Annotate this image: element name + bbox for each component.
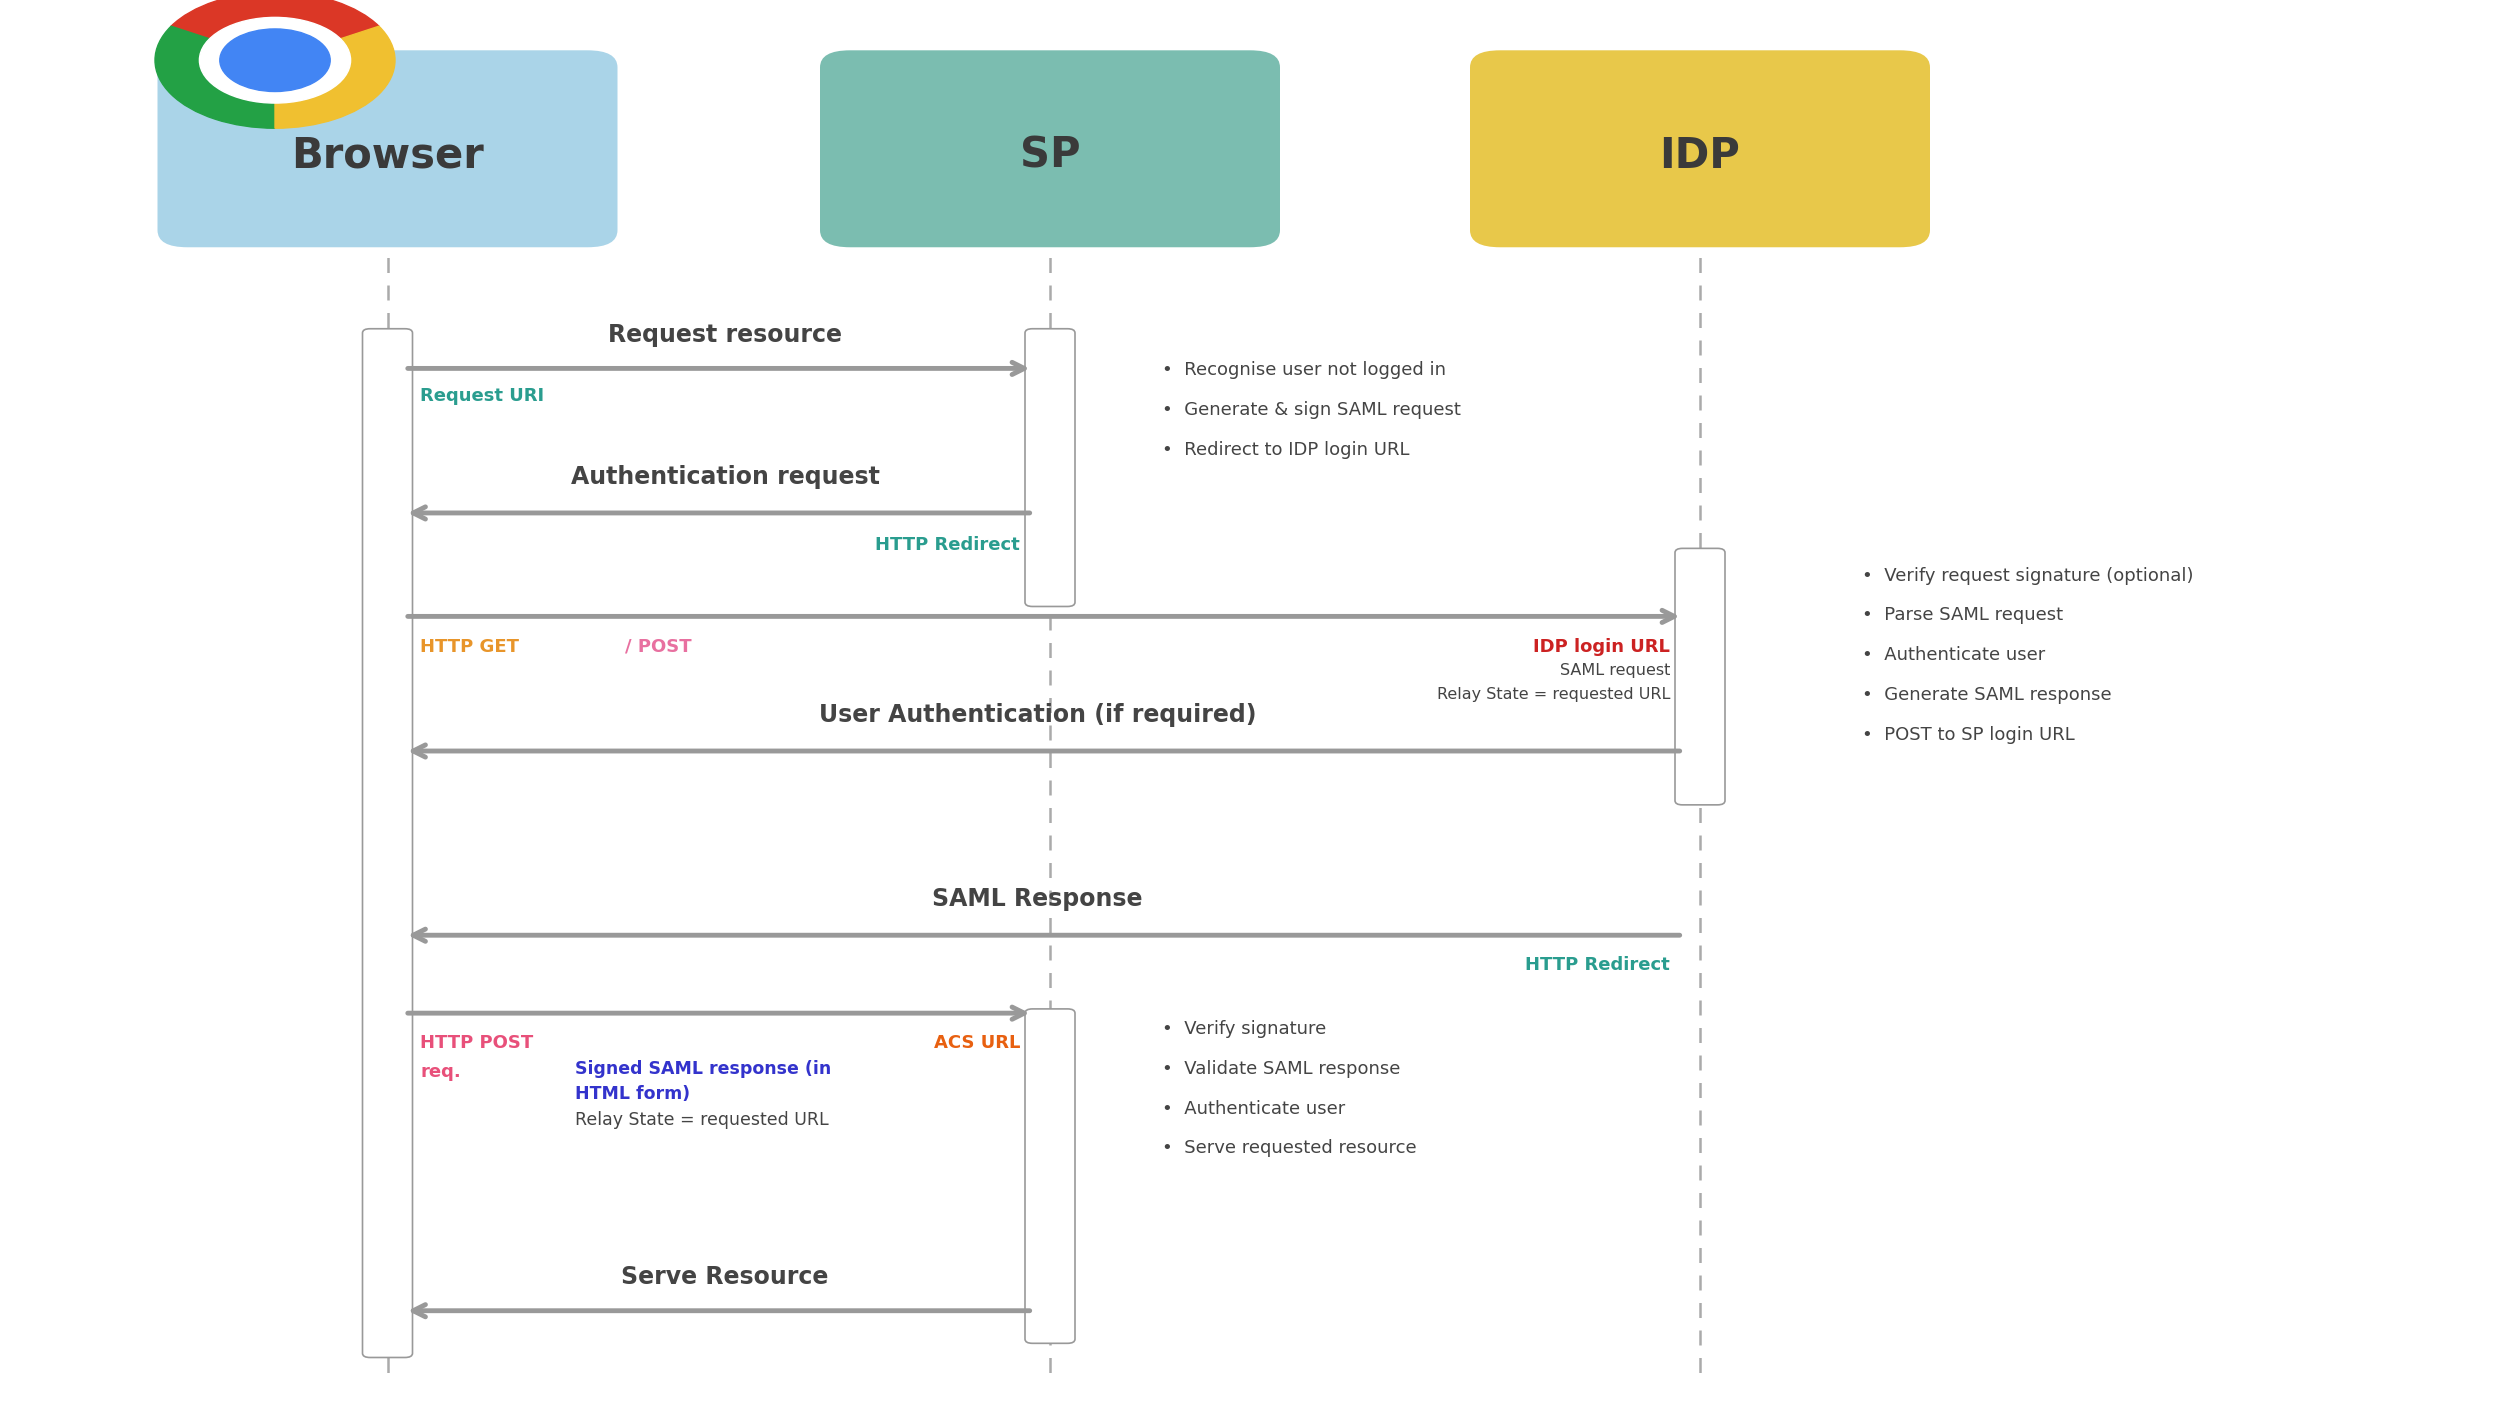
Text: / POST: / POST (625, 638, 692, 656)
Text: HTTP GET: HTTP GET (420, 638, 520, 656)
Text: Authentication request: Authentication request (570, 465, 880, 489)
Text: Relay State = requested URL: Relay State = requested URL (575, 1111, 828, 1129)
Wedge shape (275, 26, 395, 128)
FancyBboxPatch shape (1675, 548, 1725, 805)
Text: Browser: Browser (290, 135, 485, 177)
Text: •  Generate & sign SAML request: • Generate & sign SAML request (1162, 401, 1462, 419)
FancyBboxPatch shape (158, 50, 618, 247)
Text: Request URI: Request URI (420, 387, 545, 405)
FancyBboxPatch shape (1025, 1009, 1075, 1343)
FancyBboxPatch shape (1025, 329, 1075, 606)
FancyBboxPatch shape (1470, 50, 1930, 247)
Wedge shape (155, 26, 275, 128)
Text: •  Authenticate user: • Authenticate user (1862, 646, 2045, 665)
Text: Relay State = requested URL: Relay State = requested URL (1438, 687, 1670, 703)
Text: SAML request: SAML request (1560, 663, 1670, 679)
Text: •  Authenticate user: • Authenticate user (1162, 1100, 1345, 1118)
Text: •  Generate SAML response: • Generate SAML response (1862, 686, 2112, 704)
Text: Request resource: Request resource (608, 323, 842, 347)
Text: Signed SAML response (in: Signed SAML response (in (575, 1060, 830, 1078)
Text: req.: req. (420, 1063, 460, 1081)
Text: •  Recognise user not logged in: • Recognise user not logged in (1162, 361, 1447, 380)
Text: •  Redirect to IDP login URL: • Redirect to IDP login URL (1162, 441, 1410, 459)
Text: HTTP Redirect: HTTP Redirect (875, 536, 1020, 554)
Text: HTTP Redirect: HTTP Redirect (1525, 956, 1670, 975)
Text: IDP login URL: IDP login URL (1532, 638, 1670, 656)
Text: •  Parse SAML request: • Parse SAML request (1862, 606, 2062, 625)
Text: SAML Response: SAML Response (932, 887, 1142, 911)
Text: Serve Resource: Serve Resource (622, 1265, 828, 1289)
Text: User Authentication (if required): User Authentication (if required) (820, 703, 1258, 727)
Circle shape (200, 17, 350, 103)
Text: SP: SP (1020, 135, 1080, 177)
Wedge shape (170, 0, 380, 60)
Text: HTTP POST: HTTP POST (420, 1034, 532, 1053)
Text: ACS URL: ACS URL (932, 1034, 1020, 1053)
Text: •  Validate SAML response: • Validate SAML response (1162, 1060, 1400, 1078)
Text: HTML form): HTML form) (575, 1085, 690, 1104)
Text: •  Serve requested resource: • Serve requested resource (1162, 1139, 1417, 1158)
Text: IDP: IDP (1660, 135, 1740, 177)
Text: •  Verify signature: • Verify signature (1162, 1020, 1328, 1039)
FancyBboxPatch shape (820, 50, 1280, 247)
Text: •  Verify request signature (optional): • Verify request signature (optional) (1862, 567, 2195, 585)
Text: •  POST to SP login URL: • POST to SP login URL (1862, 726, 2075, 744)
FancyBboxPatch shape (362, 329, 413, 1357)
Circle shape (220, 28, 330, 92)
